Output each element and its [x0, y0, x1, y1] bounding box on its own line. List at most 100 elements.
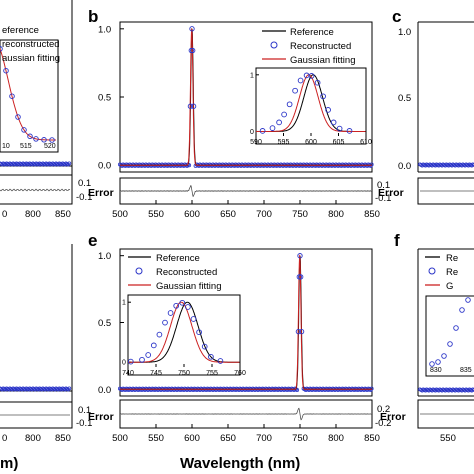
- panel-c-error-frame: [417, 177, 474, 205]
- panel-e-inset: 740 745 750 755 760 0 1: [122, 294, 246, 377]
- b-inset-point-10: [320, 93, 326, 100]
- panel-c-y-tick-05: 0.5: [398, 93, 411, 104]
- e-inset-x-tick-label-745: 745: [150, 370, 162, 377]
- e-baseline-marker-164: [295, 387, 300, 392]
- b-inset-x-tick-label-590: 590: [250, 139, 262, 146]
- b-inset-point-5: [292, 87, 298, 94]
- b-inset-x-tick-label-605: 605: [333, 139, 345, 146]
- panel-b-legend-reconstructed: Reconstructed: [290, 41, 351, 52]
- b-y-tick-label-1: 0.5: [98, 93, 111, 104]
- e-x-tick-label-800: 800: [328, 433, 344, 444]
- panel-b-error-label: Error: [88, 187, 114, 199]
- panel-a-inset-point-6: [33, 136, 39, 142]
- panel-b-inset-points: [259, 72, 353, 134]
- panel-b-inset-reference: [256, 74, 366, 132]
- panel-f-error-frame: [417, 399, 474, 429]
- panel-c-baseline-markers: [418, 162, 474, 168]
- panel-e-legend-reconstructed: Reconstructed: [156, 267, 217, 278]
- panel-e-x-axis: 500 550 600 650 700 750 800 850: [112, 424, 380, 444]
- panel-b-inset: 590 595 600 605 610 0 1: [250, 67, 372, 146]
- panel-e-legend: Reference Reconstructed Gaussian fitting: [128, 253, 221, 292]
- panel-f-inset-frame: [425, 295, 474, 377]
- e-inset-point-12: [201, 343, 208, 350]
- panel-a-error-tick-bottom: -0.1: [76, 192, 92, 203]
- panel-f-inset-tick-830: 830: [430, 367, 442, 374]
- e-x-tick-label-750: 750: [292, 433, 308, 444]
- e-inset-point-4: [156, 331, 163, 338]
- b-x-tick-label-850: 850: [364, 209, 380, 220]
- b-peak-marker-4: [190, 103, 197, 109]
- panel-f-error-label: Error: [380, 411, 406, 423]
- panel-b-inset-gaussian: [256, 74, 366, 132]
- panel-b-error-tick-bottom: -0.1: [375, 193, 391, 204]
- b-inset-point-0: [259, 128, 266, 134]
- panel-f-legend-re-2: Re: [446, 267, 458, 278]
- panel-a-inset-points: [0, 46, 55, 143]
- b-inset-x-tick-label-595: 595: [278, 139, 290, 146]
- panel-a-inset-frame: [0, 39, 59, 153]
- panel-a-baseline-marker-63: [67, 161, 72, 166]
- b-y-tick-label-0: 0.0: [98, 161, 111, 172]
- panel-b-x-axis: 500 550 600 650 700 750 800 850: [112, 200, 380, 220]
- e-inset-point-11: [196, 329, 202, 336]
- e-inset-point-10: [190, 316, 197, 322]
- e-peak-marker-4: [298, 328, 305, 335]
- panel-a-legend-reconstructed: reconstructed: [2, 39, 60, 50]
- b-x-tick-label-600: 600: [184, 209, 200, 220]
- panel-b-error-trace: [119, 184, 372, 198]
- b-inset-point-12: [330, 119, 337, 126]
- e-inset-point-3: [150, 342, 157, 349]
- panel-e-letter: e: [88, 231, 97, 250]
- panel-d-x-tick-0: 0: [2, 433, 7, 444]
- panel-a-partial: 10 515 520 eference reconstructed aussia…: [0, 0, 92, 220]
- panel-f-inset-point-2: [441, 353, 447, 359]
- b-inset-point-14: [346, 128, 353, 134]
- panel-f-inset-point-1: [435, 359, 441, 365]
- e-inset-point-7: [173, 302, 180, 309]
- panel-e-inset-frame: [127, 294, 241, 376]
- panel-f-inset-tick-835: 835: [460, 367, 472, 374]
- e-y-tick-label-2: 1.0: [98, 251, 111, 262]
- panel-e-peak-markers: [295, 253, 305, 335]
- x-axis-label-partial-left: m): [0, 455, 18, 472]
- b-peak-marker-3: [190, 47, 196, 54]
- e-inset-point-5: [162, 319, 168, 326]
- e-inset-point-14: [217, 358, 224, 364]
- panel-b-legend: Reference Reconstructed Gaussian fitting: [262, 27, 355, 66]
- e-peak-marker-2: [297, 253, 303, 259]
- e-inset-y-tick-label-0: 0: [122, 360, 126, 367]
- b-baseline-marker-228: [369, 162, 374, 167]
- panel-c-letter: c: [392, 7, 401, 26]
- e-inset-point-8: [179, 299, 186, 306]
- e-x-tick-label-850: 850: [364, 433, 380, 444]
- panel-c-partial: c 1.0 0.5 0.0 Error: [378, 7, 474, 205]
- panel-d-x-tick-850: 850: [55, 433, 71, 444]
- b-x-tick-label-700: 700: [256, 209, 272, 220]
- panel-d-error-tick-bottom: -0.1: [76, 418, 92, 429]
- panel-e-inset-axes: 740 745 750 755 760 0 1: [122, 300, 246, 377]
- panel-a-inset-point-0: [0, 46, 3, 52]
- e-y-tick-label-0: 0.0: [98, 385, 111, 396]
- e-baseline-marker-228: [369, 386, 374, 391]
- e-inset-point-0: [127, 358, 134, 365]
- panel-e: e 0.0 0.5 1.0 Reference Reconstructed Gaus…: [88, 231, 391, 444]
- panel-c-y-tick-1: 1.0: [398, 27, 411, 38]
- panel-c-y-tick-0: 0.0: [398, 161, 411, 172]
- panel-a-x-tick-0: 0: [2, 209, 7, 220]
- panel-a-legend-gaussian: aussian fitting: [2, 53, 60, 64]
- panel-e-gaussian-line: [120, 254, 372, 390]
- b-inset-point-2: [276, 119, 282, 126]
- b-inset-point-4: [286, 101, 293, 108]
- e-inset-x-tick-label-740: 740: [122, 370, 134, 377]
- panel-d-x-tick-800: 800: [25, 433, 41, 444]
- panel-a-inset-point-4: [21, 127, 27, 133]
- b-x-tick-label-550: 550: [148, 209, 164, 220]
- e-y-tick-label-1: 0.5: [98, 318, 111, 329]
- e-x-tick-label-550: 550: [148, 433, 164, 444]
- panel-b-legend-reconstructed-swatch: [270, 41, 278, 49]
- panel-a-error-trace: [0, 188, 71, 192]
- panel-e-legend-reconstructed-swatch: [135, 267, 143, 275]
- panel-b-peak-markers: [187, 26, 197, 109]
- e-inset-point-13: [208, 353, 214, 360]
